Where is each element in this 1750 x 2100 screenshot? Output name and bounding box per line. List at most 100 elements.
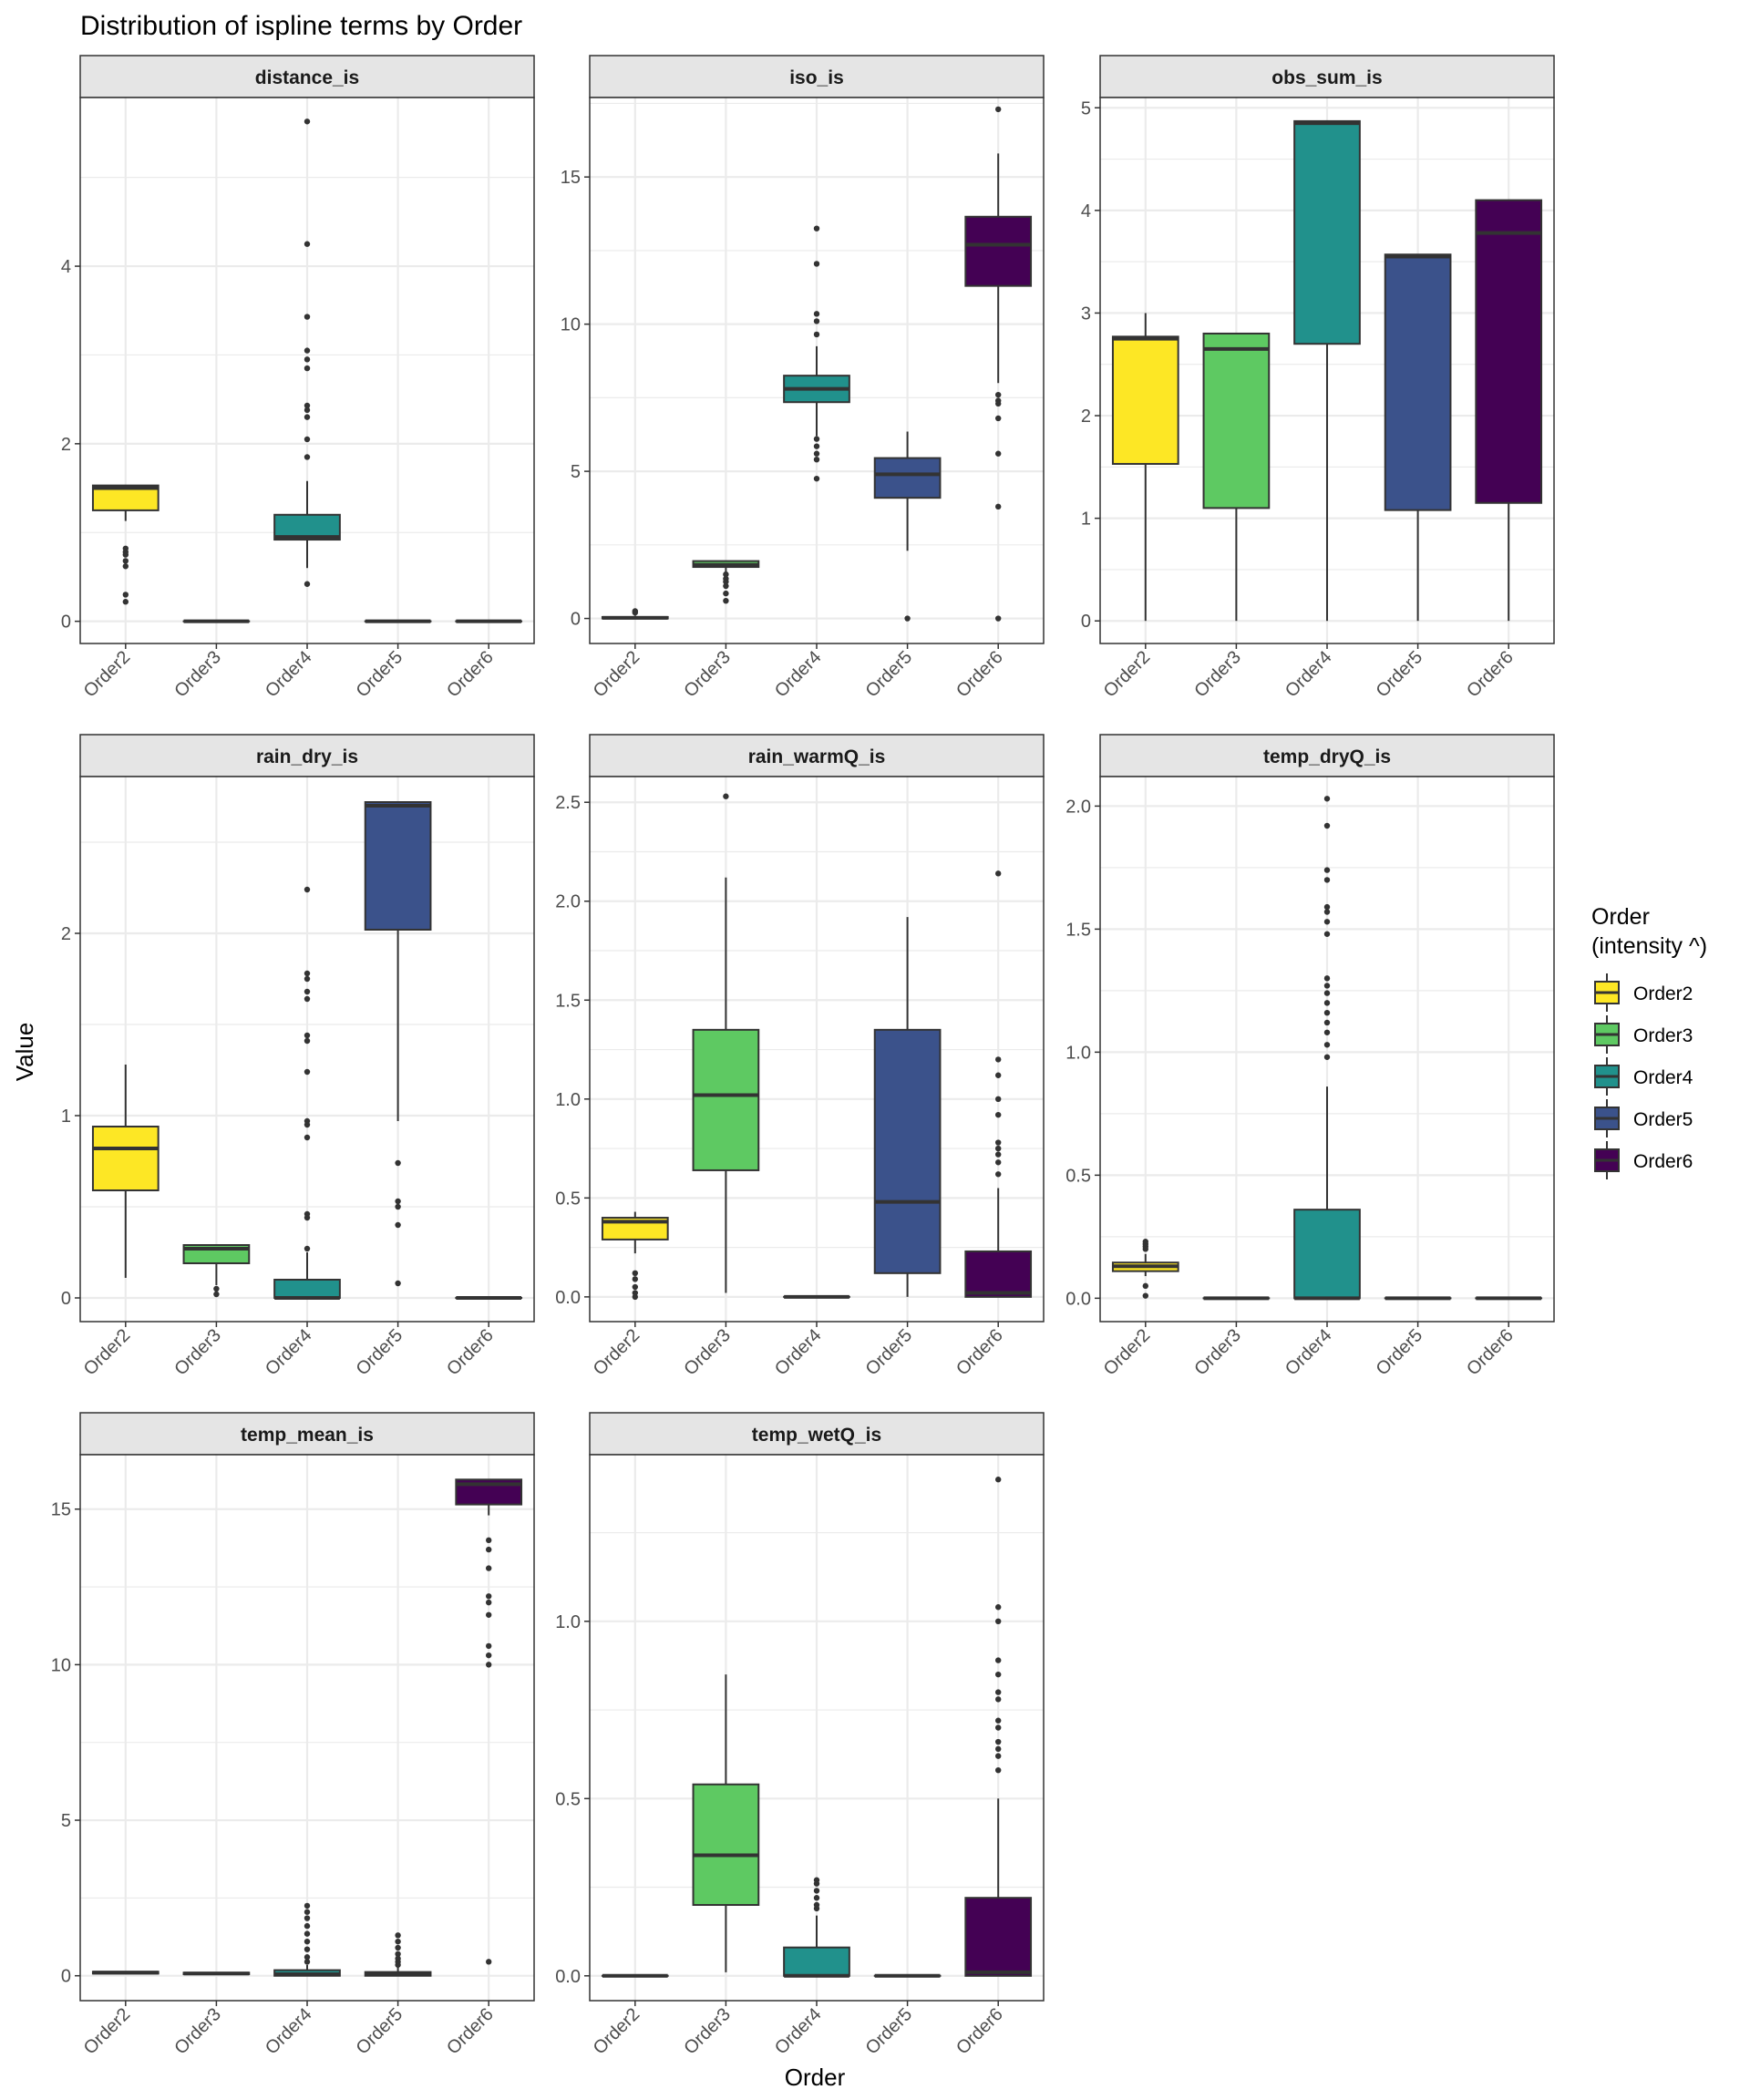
outlier-point — [995, 450, 1002, 457]
outlier-point — [813, 1905, 820, 1912]
y-tick-label: 2 — [61, 924, 71, 944]
outlier-point — [122, 599, 129, 605]
box-order2 — [601, 1211, 669, 1301]
outlier-point — [1142, 1292, 1149, 1299]
box-order5 — [364, 1932, 432, 1977]
outlier-point — [304, 436, 311, 443]
box-body-order5 — [873, 457, 942, 499]
y-tick-label: 0 — [1081, 612, 1091, 632]
box-body-order2 — [1111, 335, 1179, 465]
x-tick-label-order4: Order4 — [1282, 647, 1336, 702]
outlier-point — [395, 1198, 401, 1205]
x-tick-label-order6: Order6 — [443, 647, 498, 702]
box-order2 — [91, 484, 160, 605]
outlier-point — [995, 1618, 1002, 1625]
outlier-point — [122, 592, 129, 598]
outlier-point — [813, 225, 820, 232]
outlier-point — [995, 1745, 1002, 1753]
y-tick-label: 1.0 — [555, 1090, 581, 1110]
outlier-point — [304, 356, 311, 363]
x-tick-label-order6: Order6 — [1463, 1325, 1518, 1380]
outlier-point — [304, 988, 311, 995]
outlier-point — [723, 571, 729, 578]
outlier-point — [813, 475, 820, 482]
outlier-point — [304, 1037, 311, 1045]
outlier-point — [395, 1938, 401, 1945]
outlier-point — [995, 1056, 1002, 1063]
outlier-point — [995, 503, 1002, 510]
legend-label-order6: Order6 — [1633, 1151, 1693, 1172]
facet-title-rain-dry-is: rain_dry_is — [256, 746, 358, 767]
outlier-point — [304, 970, 311, 977]
facet-title-temp-mean-is: temp_mean_is — [241, 1425, 374, 1446]
facet-title-temp-dryq-is: temp_dryQ_is — [1263, 746, 1391, 767]
outlier-point — [813, 443, 820, 449]
facet-strip-iso-is — [589, 55, 1045, 98]
legend-key-order6: Order6 — [1594, 1141, 1693, 1179]
outlier-point — [723, 582, 729, 590]
box-body-order4 — [273, 1279, 341, 1299]
y-tick-label: 0 — [61, 612, 71, 633]
outlier-point — [304, 1922, 311, 1930]
x-tick-label-order5: Order5 — [353, 647, 407, 702]
facet-strip-rain-warmq-is — [589, 734, 1045, 777]
box-order6 — [1475, 199, 1543, 622]
outlier-point — [304, 886, 311, 893]
legend-label-order2: Order2 — [1633, 983, 1693, 1004]
panel-temp-mean-is: temp_mean_is 0 5 10 15 Order2 Order3 Order4 Orde… — [51, 1412, 535, 2059]
outlier-point — [213, 1291, 220, 1298]
panel-obs-sum-is: obs_sum_is 0 1 2 3 4 5 Order2 Order3 Order4 Order5… — [1081, 55, 1555, 702]
y-tick-label: 1 — [61, 1107, 71, 1127]
y-axis-label: Value — [11, 1023, 38, 1082]
y-tick-label: 2.0 — [555, 892, 581, 912]
y-tick-label: 1.5 — [1065, 920, 1091, 940]
legend-label-order3: Order3 — [1633, 1025, 1693, 1046]
outlier-point — [632, 1283, 638, 1291]
facet-title-rain-warmq-is: rain_warmQ_is — [748, 746, 886, 767]
outlier-point — [304, 995, 311, 1003]
outlier-point — [395, 1951, 401, 1958]
box-order3 — [692, 793, 760, 1293]
outlier-point — [813, 1888, 820, 1894]
box-order3 — [182, 1971, 251, 1976]
box-body-order4 — [1293, 119, 1361, 345]
outlier-point — [632, 1270, 638, 1277]
box-body-order5 — [1384, 253, 1452, 511]
outlier-point — [813, 261, 820, 267]
y-tick-label: 5 — [571, 462, 581, 482]
outlier-point — [995, 1738, 1002, 1745]
box-order4 — [783, 225, 850, 482]
outlier-point — [995, 400, 1002, 407]
x-tick-label-order5: Order5 — [1373, 647, 1427, 702]
outlier-point — [1323, 1000, 1331, 1006]
outlier-point — [1323, 1029, 1331, 1035]
outlier-point — [304, 1121, 311, 1128]
box-body-order5 — [873, 1028, 942, 1274]
outlier-point — [995, 1696, 1002, 1703]
y-tick-label: 2 — [61, 435, 71, 455]
outlier-point — [995, 415, 1002, 422]
x-tick-label-order4: Order4 — [262, 1325, 316, 1380]
outlier-point — [304, 1134, 311, 1141]
outlier-point — [395, 1203, 401, 1210]
outlier-point — [813, 1880, 820, 1887]
y-tick-label: 0.5 — [555, 1789, 581, 1809]
outlier-point — [723, 793, 729, 799]
legend-key-order2: Order2 — [1594, 973, 1693, 1012]
x-tick-label-order4: Order4 — [1282, 1325, 1336, 1380]
facet-strip-temp-wetq-is — [589, 1412, 1045, 1456]
facet-title-distance-is: distance_is — [255, 67, 359, 88]
y-tick-label: 0.0 — [555, 1288, 581, 1308]
box-body-order4 — [783, 1946, 850, 1977]
x-tick-label-order4: Order4 — [262, 2004, 316, 2059]
y-tick-label: 4 — [61, 257, 71, 277]
outlier-point — [304, 1959, 311, 1965]
outlier-point — [395, 1159, 401, 1167]
outlier-point — [304, 1902, 311, 1910]
box-body-order3 — [692, 1028, 760, 1171]
outlier-point — [995, 1477, 1002, 1483]
box-body-order6 — [964, 1250, 1033, 1298]
outlier-point — [304, 1032, 311, 1039]
outlier-point — [1323, 877, 1331, 883]
outlier-point — [813, 436, 820, 442]
